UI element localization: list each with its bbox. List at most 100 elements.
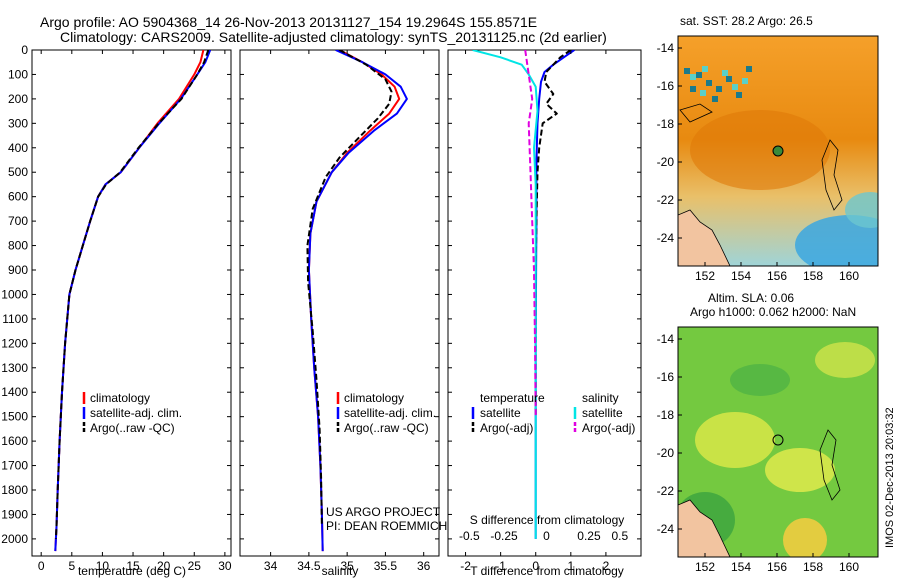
- x-tick-label: 20: [157, 559, 171, 573]
- depth-tick-label: 600: [8, 190, 28, 204]
- sla-map-frame: [677, 326, 879, 558]
- coastline: [678, 209, 731, 266]
- legend-argo-label: Argo(..raw -QC): [90, 421, 175, 435]
- sst-map-title: sat. SST: 28.2 Argo: 26.5: [680, 14, 813, 28]
- x-tick-label: 0: [532, 559, 539, 573]
- temperature-axis-label: temperature (deg C): [78, 564, 186, 578]
- depth-tick-label: 1600: [1, 434, 28, 448]
- x-tick-label: 2: [603, 559, 610, 573]
- depth-tick-label: 2000: [1, 532, 28, 546]
- map-x-tick-label: 158: [803, 269, 823, 283]
- sla-map: [678, 327, 878, 557]
- reef-contour: [821, 139, 843, 211]
- sst-map-frame: [677, 35, 879, 267]
- imos-timestamp: IMOS 02-Dec-2013 20:03:32: [884, 407, 896, 548]
- map-y-tick-label: -18: [657, 117, 675, 131]
- reef-contour: [819, 429, 841, 501]
- depth-tick-label: 200: [8, 92, 28, 106]
- depth-tick-label: 400: [8, 141, 28, 155]
- salinity-panel: [239, 49, 440, 557]
- salinity-plot: [306, 50, 408, 552]
- sla-map-axes: 152 154 156 158 160 -14 -16 -18 -20 -22 -24: [657, 332, 860, 574]
- map-y-tick-label: -14: [657, 332, 675, 346]
- s-diff-tick-label: 0.5: [611, 529, 628, 543]
- depth-tick-label: 0: [21, 43, 28, 57]
- legend-s-argo-label: Argo(-adj): [582, 421, 635, 435]
- map-y-tick-label: -20: [657, 155, 675, 169]
- argo-float-marker: [772, 434, 784, 446]
- legend-argo-label: Argo(..raw -QC): [344, 421, 429, 435]
- legend-s-satellite-label: satellite: [582, 406, 623, 420]
- coastline: [678, 499, 731, 557]
- s-diff-tick-label: 0.25: [577, 529, 601, 543]
- x-tick-label: 36: [417, 559, 431, 573]
- legend-satellite-label: satellite-adj. clim.: [344, 406, 436, 420]
- depth-tick-label: 1200: [1, 336, 28, 350]
- difference-plot: [472, 50, 575, 539]
- series-line-argo-raw-qc-: [306, 50, 393, 527]
- sla-map-subtitle: Argo h1000: 0.062 h2000: NaN: [690, 305, 856, 319]
- depth-tick-label: 1100: [2, 312, 28, 326]
- argo-float-marker: [772, 145, 784, 157]
- map-x-tick-label: 156: [767, 269, 787, 283]
- depth-tick-label: 1300: [1, 361, 28, 375]
- x-tick-label: 35: [340, 559, 354, 573]
- project-label: US ARGO PROJECT: [326, 505, 441, 519]
- sla-high-patch: [695, 412, 775, 468]
- temperature-plot: [54, 50, 212, 552]
- header-title-line1: Argo profile: AO 5904368_14 26-Nov-2013 …: [40, 14, 537, 30]
- sst-cool-patch: [845, 192, 878, 228]
- s-diff-tick-label: -0.25: [490, 529, 518, 543]
- header-title-line2: Climatology: CARS2009. Satellite-adjuste…: [60, 29, 607, 45]
- difference-panel: [447, 49, 642, 557]
- reef-contour: [679, 103, 713, 123]
- series-line-argo-raw-qc-: [54, 50, 210, 539]
- series-line-satellite-adj-clim-: [54, 50, 212, 552]
- cloud-gap-pixels: [684, 66, 752, 102]
- x-tick-label: 10: [96, 559, 110, 573]
- x-tick-label: -1: [495, 559, 506, 573]
- sla-high-patch: [783, 518, 827, 557]
- s-diff-tick-label: -0.5: [459, 529, 480, 543]
- map-y-tick-label: -18: [657, 408, 675, 422]
- map-y-tick-label: -24: [657, 522, 675, 536]
- sla-high-patch: [815, 342, 875, 378]
- x-tick-label: -2: [460, 559, 471, 573]
- legend-t-argo-label: Argo(-adj): [480, 421, 533, 435]
- map-y-tick-label: -20: [657, 446, 675, 460]
- map-y-tick-label: -14: [657, 41, 675, 55]
- map-y-tick-label: -16: [657, 79, 675, 93]
- depth-tick-label: 100: [8, 67, 28, 81]
- map-x-tick-label: 160: [839, 269, 859, 283]
- depth-tick-label: 1800: [1, 483, 28, 497]
- salinity-legend: climatology satellite-adj. clim. Argo(..…: [336, 391, 436, 435]
- legend-climatology-label: climatology: [90, 391, 150, 405]
- x-tick-label: 34.5: [297, 559, 321, 573]
- legend-temperature-heading: temperature: [480, 391, 545, 405]
- depth-tick-label: 900: [8, 263, 28, 277]
- sla-high-patch: [765, 448, 835, 492]
- legend-satellite-label: satellite-adj. clim.: [90, 406, 182, 420]
- cloud-gap-pixels: [690, 66, 748, 96]
- x-tick-label: 34: [264, 559, 278, 573]
- legend-climatology-label: climatology: [344, 391, 404, 405]
- map-x-tick-label: 158: [803, 560, 823, 574]
- sst-map: [678, 36, 878, 266]
- x-tick-label: 30: [218, 559, 232, 573]
- s-diff-tick-label: 0: [543, 529, 550, 543]
- sst-map-axes: 152 154 156 158 160 -14 -16 -18 -20 -22 -24: [657, 41, 860, 283]
- series-line-argo-adj-: [524, 50, 537, 417]
- x-tick-label: 1: [567, 559, 574, 573]
- temperature-legend: climatology satellite-adj. clim. Argo(..…: [82, 391, 182, 435]
- map-y-tick-label: -16: [657, 370, 675, 384]
- map-x-tick-label: 152: [695, 269, 715, 283]
- x-axes: 0 5 10 15 20 25 30 34 34.5 35 35.5 36 -2 -1 0 1 2 -0.5 -0.…: [38, 50, 629, 573]
- series-line-argo-adj-: [534, 50, 572, 417]
- map-x-tick-label: 160: [839, 560, 859, 574]
- salinity-axis-label: salinity: [322, 564, 359, 578]
- x-tick-label: 5: [68, 559, 75, 573]
- legend-salinity-heading: salinity: [582, 391, 619, 405]
- series-line-satellite-adj-clim-: [307, 50, 408, 552]
- x-tick-label: 0: [38, 559, 45, 573]
